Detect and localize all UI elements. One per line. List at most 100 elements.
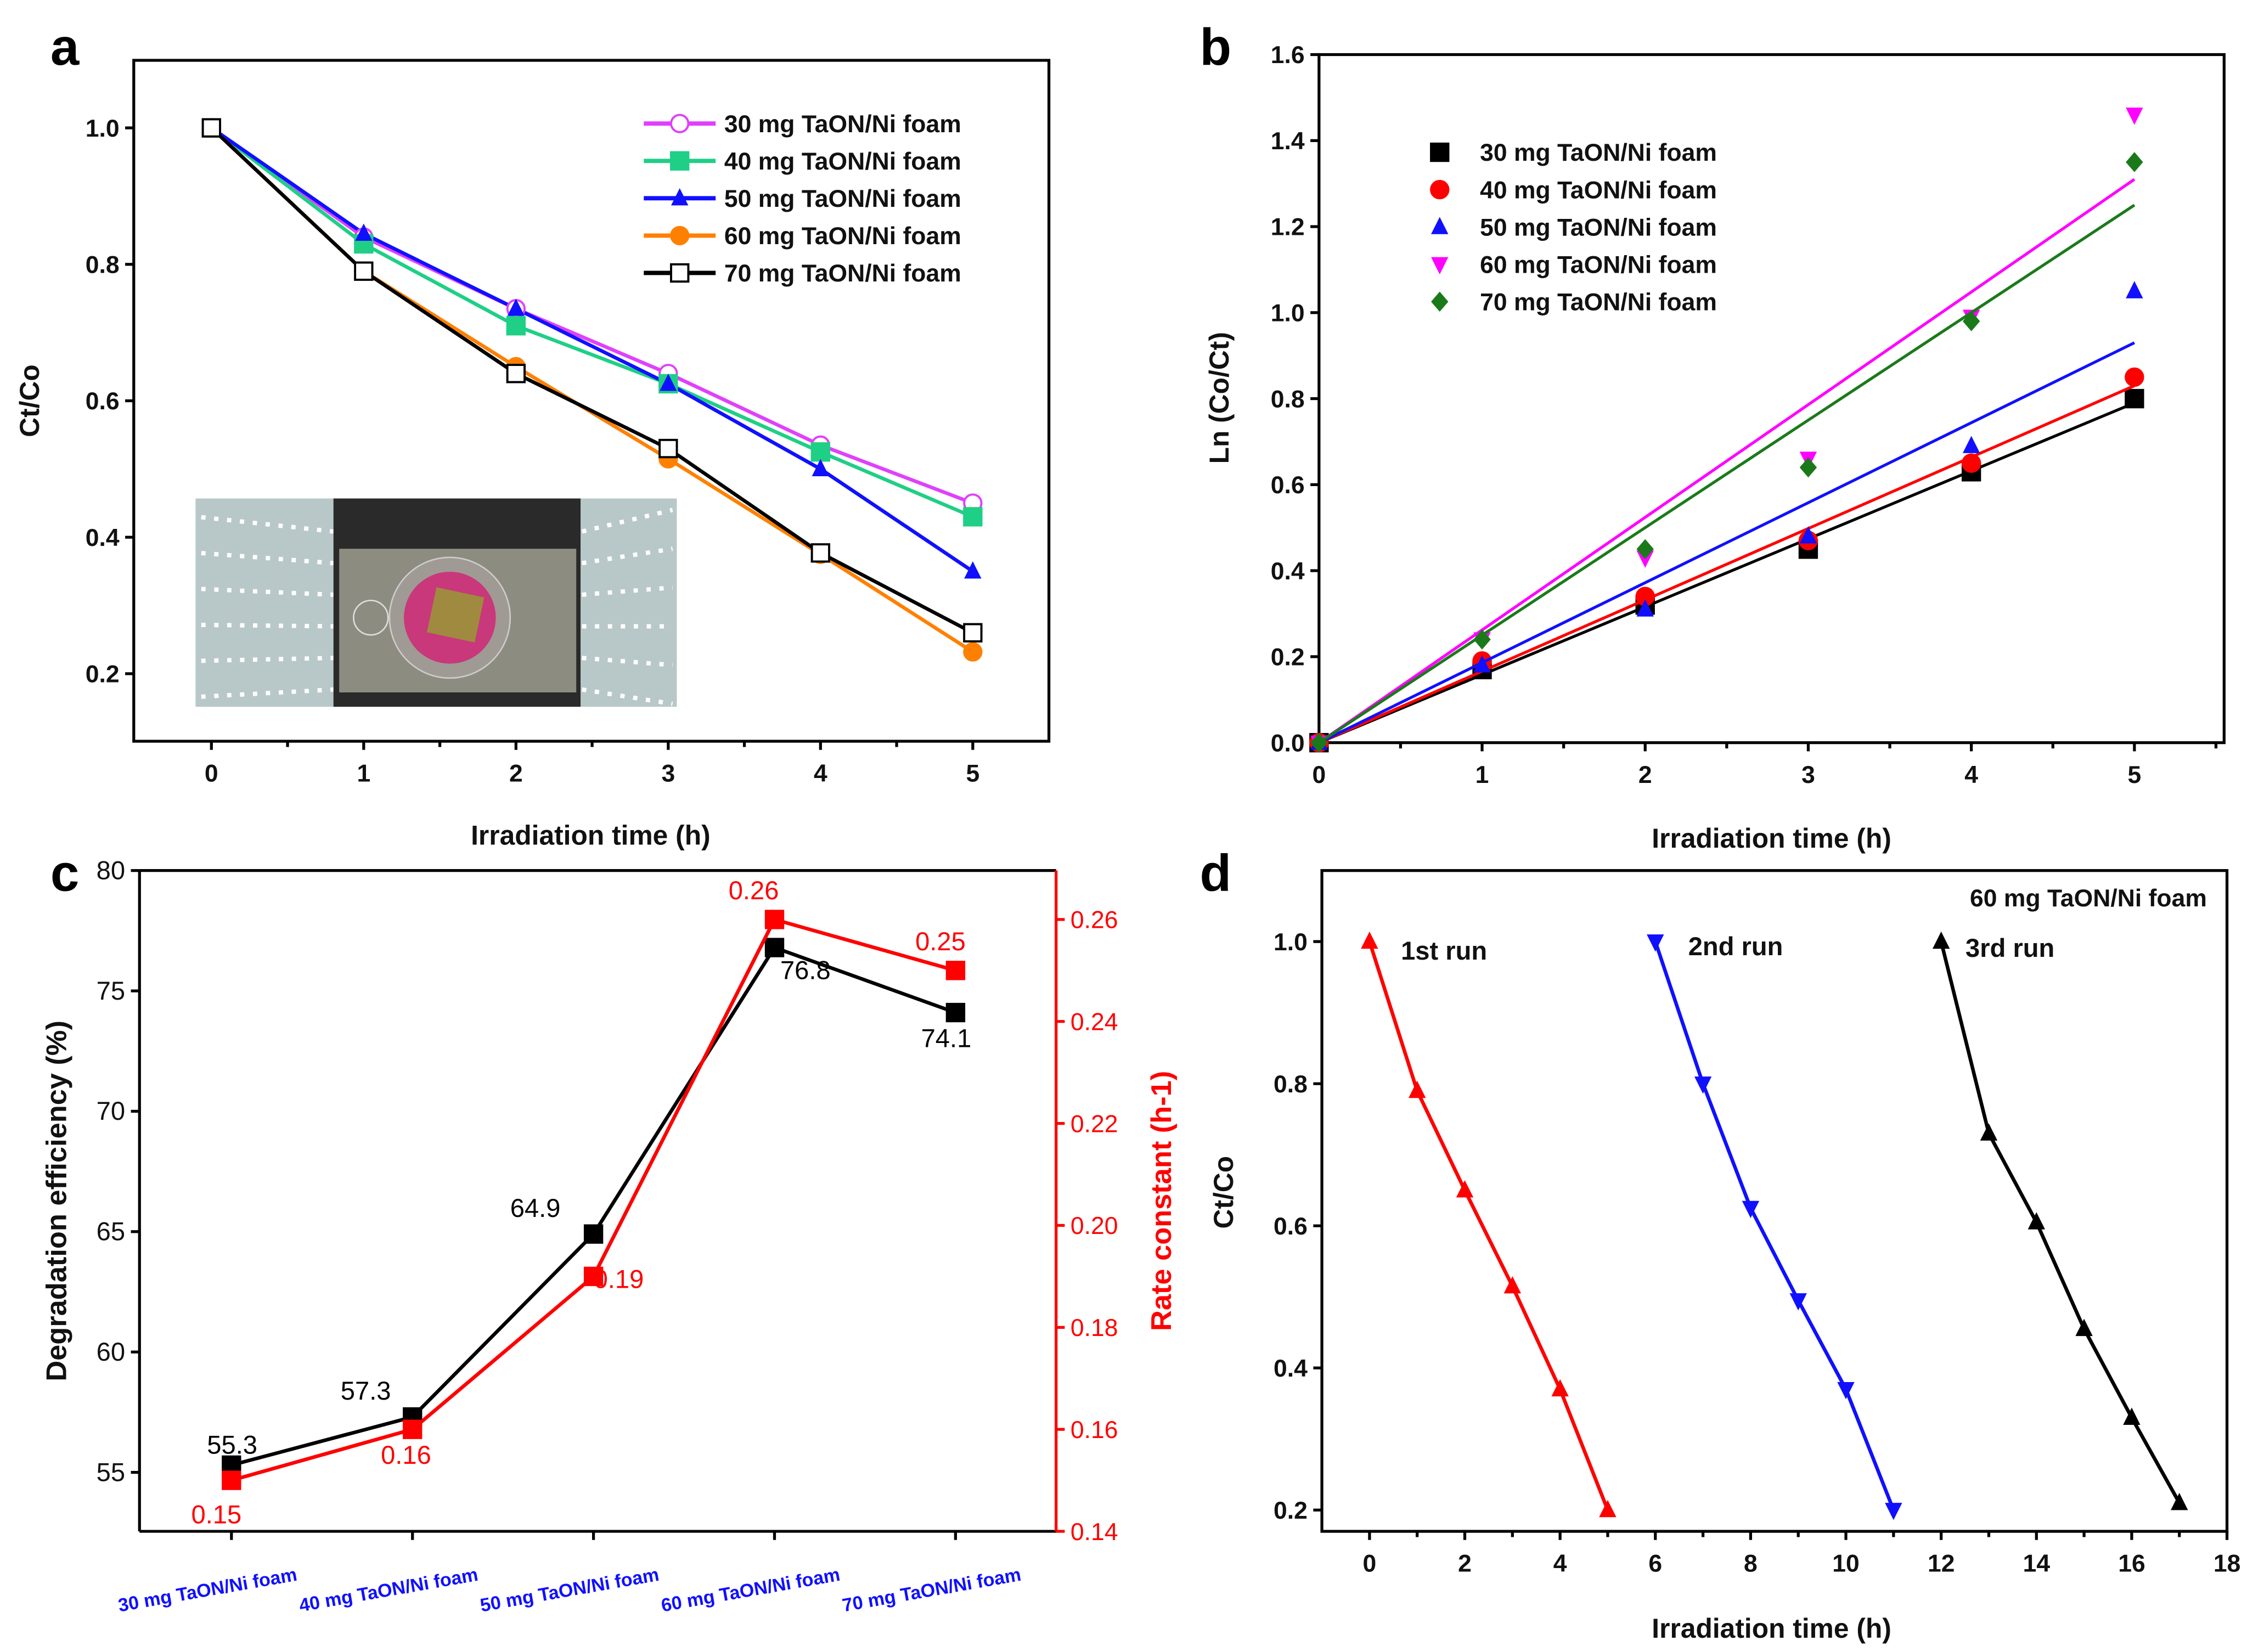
series-3: 3rd run xyxy=(1932,931,2188,1510)
series-line xyxy=(230,917,956,1482)
annotation: 60 mg TaON/Ni foam xyxy=(1970,885,2207,912)
data-label: 0.19 xyxy=(594,1264,644,1293)
panel-b: b 0 1 2 3 4 5 0.0 0.2 0.4 0.6 0.8 1.0 1.2 1.4 1.6 30 mg … xyxy=(1200,18,2226,854)
data-point xyxy=(945,1002,966,1023)
series-2: 2nd run xyxy=(1647,932,1902,1520)
run-label: 1st run xyxy=(1401,936,1487,965)
data-point xyxy=(1647,934,1664,952)
data-point xyxy=(764,910,785,929)
data-point xyxy=(1636,539,1654,560)
data-point xyxy=(810,543,831,563)
x-tick-label: 2 xyxy=(509,760,523,787)
data-point xyxy=(201,118,221,138)
inset-photo xyxy=(195,498,677,707)
legend-label: 70 mg TaON/Ni foam xyxy=(1480,289,1717,316)
legend-label: 50 mg TaON/Ni foam xyxy=(1480,214,1717,241)
data-point xyxy=(1885,1503,1902,1520)
series-line xyxy=(210,126,974,518)
y-right-tick-label: 0.16 xyxy=(1071,1417,1118,1444)
y-axis-label: Ln (Co/Ct) xyxy=(1204,332,1235,464)
series-1: 55.3 57.3 64.9 76.8 74.1 xyxy=(207,938,971,1475)
y-tick-label: 55 xyxy=(97,1457,125,1486)
y-right-tick-label: 0.22 xyxy=(1071,1110,1118,1137)
legend-marker xyxy=(671,188,689,206)
run-label: 2nd run xyxy=(1688,932,1783,961)
data-label: 64.9 xyxy=(510,1193,561,1222)
legend-marker xyxy=(670,263,690,283)
y-axis-label: Degradation efficiency (%) xyxy=(41,1020,73,1382)
series-line xyxy=(210,126,974,635)
y-tick-label: 0.2 xyxy=(1271,644,1305,671)
x-tick-label: 0 xyxy=(205,760,218,787)
x-axis-label: Irradiation time (h) xyxy=(1652,1613,1891,1644)
x-category-label: 60 mg TaON/Ni foam xyxy=(660,1564,842,1616)
legend-label: 50 mg TaON/Ni foam xyxy=(724,185,961,212)
y-right-axis-label: Rate constant (h-1) xyxy=(1146,1071,1178,1331)
data-point xyxy=(507,298,525,316)
y-tick-label: 0.8 xyxy=(86,251,120,278)
x-tick-label: 1 xyxy=(357,760,370,787)
data-point xyxy=(1694,1076,1712,1094)
data-point xyxy=(812,459,830,476)
data-point xyxy=(764,938,785,957)
y-tick-label: 70 xyxy=(97,1096,125,1125)
data-point xyxy=(1799,457,1817,478)
x-tick-label: 8 xyxy=(1744,1550,1758,1577)
x-tick-label: 2 xyxy=(1638,762,1652,788)
photo-small-dish xyxy=(353,600,389,636)
legend-label: 40 mg TaON/Ni foam xyxy=(724,148,961,175)
photo-light-row xyxy=(582,656,673,668)
series-3 xyxy=(210,126,974,573)
data-point xyxy=(963,623,983,642)
y-right-tick-label: 0.14 xyxy=(1071,1519,1118,1546)
data-point xyxy=(1962,453,1981,473)
data-point xyxy=(945,961,966,980)
data-point xyxy=(2126,281,2143,298)
y-tick-label: 75 xyxy=(97,976,125,1005)
x-category-label: 50 mg TaON/Ni foam xyxy=(478,1564,661,1616)
legend-label: 60 mg TaON/Ni foam xyxy=(724,223,961,250)
y-tick-label: 1.4 xyxy=(1271,128,1305,155)
photo-light-row xyxy=(201,515,334,534)
x-tick-label: 10 xyxy=(1832,1550,1859,1577)
x-axis-label: Irradiation time (h) xyxy=(1652,823,1891,854)
data-point xyxy=(1742,1200,1760,1219)
run-label: 3rd run xyxy=(1965,933,2054,962)
data-point xyxy=(1456,1180,1474,1198)
data-point xyxy=(2126,152,2143,172)
series-1 xyxy=(210,126,974,505)
y-tick-label: 1.0 xyxy=(1274,929,1308,956)
legend-label: 70 mg TaON/Ni foam xyxy=(724,260,961,287)
data-point xyxy=(2123,1407,2141,1425)
series-2 xyxy=(210,126,974,518)
data-label: 0.15 xyxy=(191,1500,242,1529)
data-point xyxy=(2126,108,2143,125)
panel-c: c 55 60 65 70 75 80 0.14 0.16 0.18 0.20 0.22 0.24 0.2… xyxy=(41,844,1178,1616)
legend-marker xyxy=(670,151,690,171)
data-label: 76.8 xyxy=(780,956,831,985)
series-5 xyxy=(1310,152,2143,753)
x-tick-label: 0 xyxy=(1312,762,1326,788)
panel-label-b: b xyxy=(1200,18,1232,76)
data-point xyxy=(403,1419,423,1439)
series-1 xyxy=(1309,388,2144,753)
series-line xyxy=(210,126,974,505)
fit-line xyxy=(1318,401,2135,745)
x-tick-label: 0 xyxy=(1363,1550,1377,1577)
legend-marker xyxy=(1430,179,1450,200)
x-tick-label: 4 xyxy=(814,760,827,787)
data-point xyxy=(2125,388,2144,409)
photo-foam-sample xyxy=(427,587,485,642)
panel-d: d 0 2 4 6 8 10 12 14 16 18 0.2 0.4 0.6 0.8 1.0 1st run 2n… xyxy=(1200,844,2241,1643)
x-category-label: 70 mg TaON/Ni foam xyxy=(841,1564,1023,1616)
data-point xyxy=(1636,599,1654,617)
data-point xyxy=(1962,311,1980,331)
x-tick-label: 18 xyxy=(2213,1550,2241,1577)
y-tick-label: 0.8 xyxy=(1274,1071,1308,1098)
series-line xyxy=(230,945,956,1467)
y-right-tick-label: 0.26 xyxy=(1071,907,1118,934)
photo-light-row xyxy=(582,687,673,706)
photo-light-row xyxy=(201,623,334,629)
x-tick-label: 14 xyxy=(2023,1550,2051,1577)
data-label: 55.3 xyxy=(207,1430,257,1459)
